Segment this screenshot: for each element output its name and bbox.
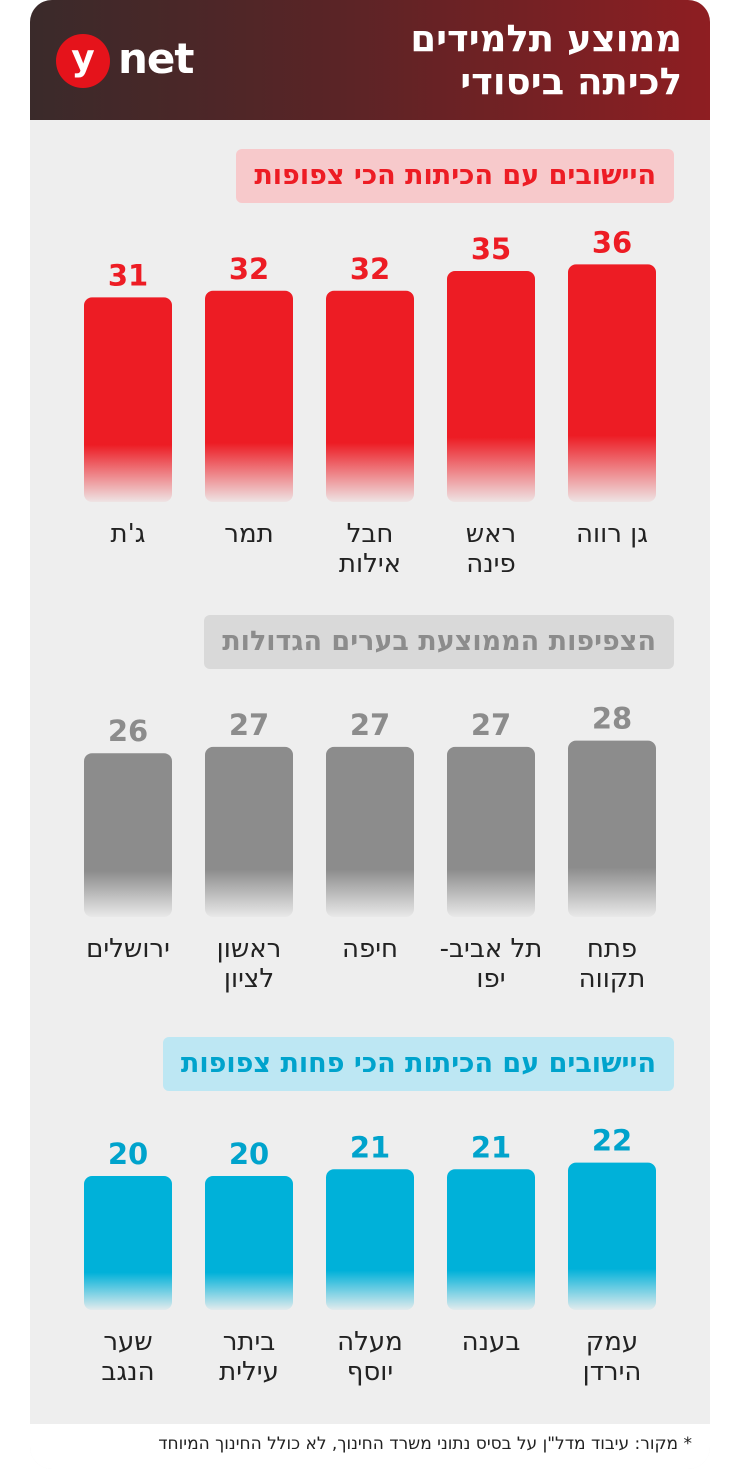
data-label: 27	[229, 708, 269, 742]
category-label: מעלה	[337, 1327, 403, 1357]
category-label: תקווה	[579, 964, 646, 994]
data-label: 27	[471, 708, 511, 742]
section-title-least-crowded: היישובים עם הכיתות הכי פחות צפופות	[162, 1037, 674, 1091]
category-label: תמר	[224, 519, 273, 549]
category-label: עילית	[219, 1357, 279, 1387]
bar	[205, 746, 293, 917]
data-label: 22	[592, 1124, 632, 1158]
bar	[447, 271, 535, 502]
data-label: 32	[350, 252, 390, 286]
category-label: פינה	[466, 549, 515, 579]
page-title-line-1: ממוצע תלמידים	[410, 17, 682, 60]
data-label: 21	[350, 1130, 390, 1164]
page-title-line-2: לכיתה ביסודי	[460, 60, 682, 103]
ynet-logo-y: y	[56, 34, 110, 88]
bar	[205, 1176, 293, 1310]
data-label: 35	[471, 232, 511, 266]
category-label: פתח	[587, 934, 637, 964]
data-label: 36	[592, 225, 632, 259]
bar	[84, 753, 172, 917]
data-label: 20	[108, 1137, 148, 1171]
data-label: 27	[350, 708, 390, 742]
ynet-logo-net: net	[118, 34, 194, 83]
category-label: גן רווה	[576, 519, 648, 549]
section-title-big-cities: הצפיפות הממוצעת בערים הגדולות	[204, 615, 674, 669]
footer: * מקור: עיבוד מדל"ן על בסיס נתוני משרד ה…	[30, 1424, 710, 1469]
category-label: הנגב	[101, 1357, 154, 1387]
infographic-card: ממוצע תלמידים לכיתה ביסודי y net היישובי…	[30, 0, 710, 1469]
bar	[84, 297, 172, 502]
bar	[84, 1176, 172, 1310]
data-label: 26	[108, 714, 148, 748]
bar	[447, 1169, 535, 1310]
bar	[326, 1169, 414, 1310]
category-label: ראש	[466, 519, 516, 549]
category-label: עמק	[586, 1327, 638, 1357]
bar	[568, 1162, 656, 1310]
category-label: יוסף	[347, 1357, 393, 1387]
bar	[568, 740, 656, 917]
bar	[447, 746, 535, 917]
data-label: 20	[229, 1137, 269, 1171]
category-label: ראשון	[217, 934, 282, 964]
header-banner: ממוצע תלמידים לכיתה ביסודי y net	[30, 0, 710, 120]
section-title-most-crowded: היישובים עם הכיתות הכי צפופות	[236, 149, 674, 203]
category-label: הירדן	[583, 1357, 642, 1387]
bar	[326, 290, 414, 502]
data-label: 28	[592, 702, 632, 736]
bar	[326, 746, 414, 917]
source-note: * מקור: עיבוד מדל"ן על בסיס נתוני משרד ה…	[158, 1434, 692, 1454]
category-label: חיפה	[342, 934, 398, 964]
bar	[205, 290, 293, 502]
category-label: בענה	[462, 1327, 521, 1357]
category-label: לציון	[224, 964, 274, 994]
category-label: ירושלים	[86, 934, 170, 964]
data-label: 32	[229, 252, 269, 286]
bar	[568, 264, 656, 502]
category-label: שער	[103, 1327, 152, 1357]
category-label: ביתר	[223, 1327, 276, 1357]
category-label: יפו	[476, 964, 505, 994]
category-label: חבל	[347, 519, 394, 549]
data-label: 31	[108, 258, 148, 292]
category-label: ג'ת	[111, 519, 146, 549]
data-label: 21	[471, 1130, 511, 1164]
category-label: תל אביב-	[440, 934, 543, 964]
category-label: אילות	[339, 549, 401, 579]
